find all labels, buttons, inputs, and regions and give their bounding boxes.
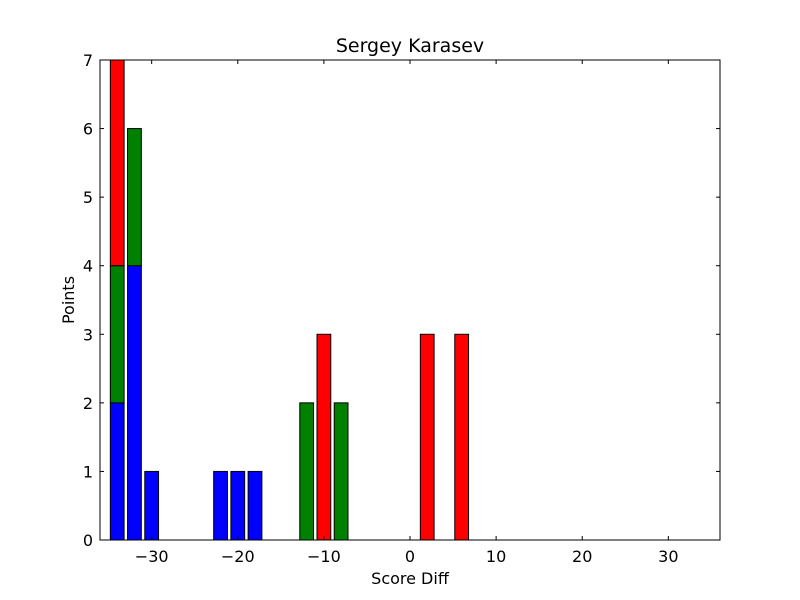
- bar-blue--22: [213, 470, 228, 541]
- x-tick-label: −20: [221, 547, 255, 566]
- bar-green--32: [127, 128, 142, 267]
- bar-green--8: [333, 402, 349, 541]
- y-axis-label: Points: [59, 276, 78, 324]
- ticks-group: −30 −20 −10 0 10 20 30 0 1 2 3 4 5 6 7: [83, 51, 720, 566]
- x-axis-label: Score Diff: [371, 569, 450, 588]
- bar-blue--18: [247, 470, 263, 541]
- y-tick-label: 1: [83, 462, 93, 481]
- y-tick-label: 6: [83, 120, 93, 139]
- x-tick-label: 10: [486, 547, 506, 566]
- bar-red-6: [454, 333, 470, 541]
- bar-blue--34: [109, 402, 125, 541]
- chart-title: Sergey Karasev: [336, 35, 484, 57]
- x-tick-label: −10: [307, 547, 341, 566]
- bars-group: [109, 59, 470, 541]
- y-tick-label: 5: [83, 188, 93, 207]
- x-tick-label: −30: [135, 547, 169, 566]
- plot-frame: [99, 59, 721, 541]
- y-tick-label: 3: [83, 325, 93, 344]
- y-tick-label: 7: [83, 51, 93, 70]
- x-tick-label: 30: [658, 547, 678, 566]
- bar-blue--20: [230, 470, 246, 541]
- bar-red--10: [316, 333, 332, 541]
- bar-blue--32: [127, 265, 142, 541]
- bar-green--34: [109, 265, 125, 404]
- bar-blue--30: [144, 470, 160, 541]
- y-tick-label: 4: [83, 257, 93, 276]
- y-tick-label: 0: [83, 531, 93, 550]
- y-tick-label: 2: [83, 394, 93, 413]
- bar-green--12: [299, 402, 315, 541]
- x-tick-label: 20: [572, 547, 592, 566]
- bar-red-2: [419, 333, 435, 541]
- bar-red--34: [109, 59, 125, 267]
- x-tick-label: 0: [405, 547, 415, 566]
